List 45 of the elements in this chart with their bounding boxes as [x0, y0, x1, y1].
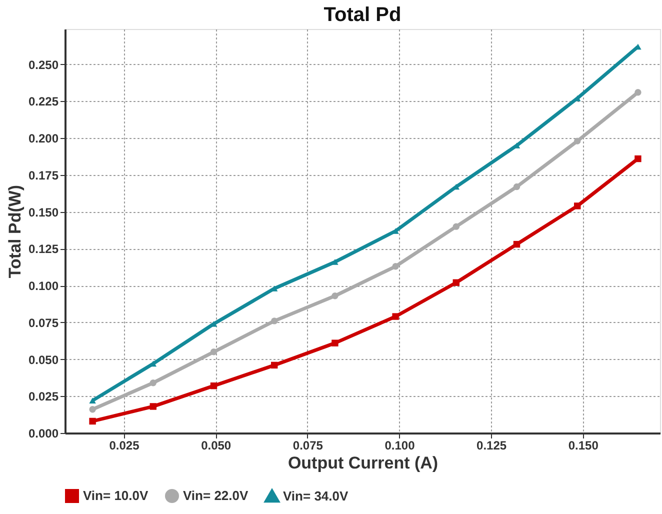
- point: [452, 279, 460, 286]
- legend-label: Vin= 22.0V: [183, 488, 248, 503]
- point: [150, 380, 156, 386]
- point: [634, 155, 642, 162]
- x-axis-title: Output Current (A): [288, 454, 438, 472]
- point: [332, 259, 338, 265]
- point: [513, 183, 520, 190]
- point: [89, 406, 96, 413]
- x-tick-label: 0.050: [201, 438, 232, 452]
- y-tick-label: 0.025: [28, 390, 59, 404]
- y-tick-label: 0.050: [28, 352, 59, 367]
- point: [574, 138, 581, 144]
- y-tick-label: 0.175: [28, 168, 59, 182]
- point: [392, 263, 399, 270]
- y-tick-label: 0.000: [28, 426, 59, 440]
- x-tick-label: 0.150: [568, 438, 599, 452]
- point: [210, 382, 218, 390]
- point: [452, 223, 460, 230]
- point: [332, 292, 338, 300]
- point: [392, 313, 399, 320]
- y-tick-label: 0.200: [28, 132, 59, 146]
- chart-title: Total Pd: [324, 4, 402, 26]
- point: [634, 89, 642, 96]
- legend-label: Vin= 10.0V: [83, 488, 148, 503]
- point: [271, 318, 278, 324]
- legend-label: Vin= 34.0V: [283, 488, 348, 504]
- y-tick-label: 0.125: [28, 242, 59, 256]
- x-tick-label: 0.025: [109, 438, 140, 452]
- point: [513, 240, 520, 248]
- y-tick-label: 0.250: [28, 58, 59, 72]
- x-tick-label: 0.100: [384, 438, 416, 452]
- x-tick-label: 0.125: [476, 438, 507, 452]
- point: [150, 403, 156, 410]
- point: [574, 202, 581, 210]
- x-tick-label: 0.075: [292, 438, 324, 452]
- point: [89, 418, 96, 425]
- y-tick-label: 0.075: [28, 316, 59, 330]
- y-tick-label: 0.225: [28, 94, 59, 109]
- y-axis-title: Total Pd(W): [5, 184, 24, 278]
- point: [271, 362, 278, 369]
- y-tick-label: 0.150: [28, 205, 59, 220]
- y-tick-label: 0.100: [28, 279, 59, 294]
- point: [332, 340, 338, 346]
- point: [89, 398, 96, 404]
- point: [210, 348, 218, 356]
